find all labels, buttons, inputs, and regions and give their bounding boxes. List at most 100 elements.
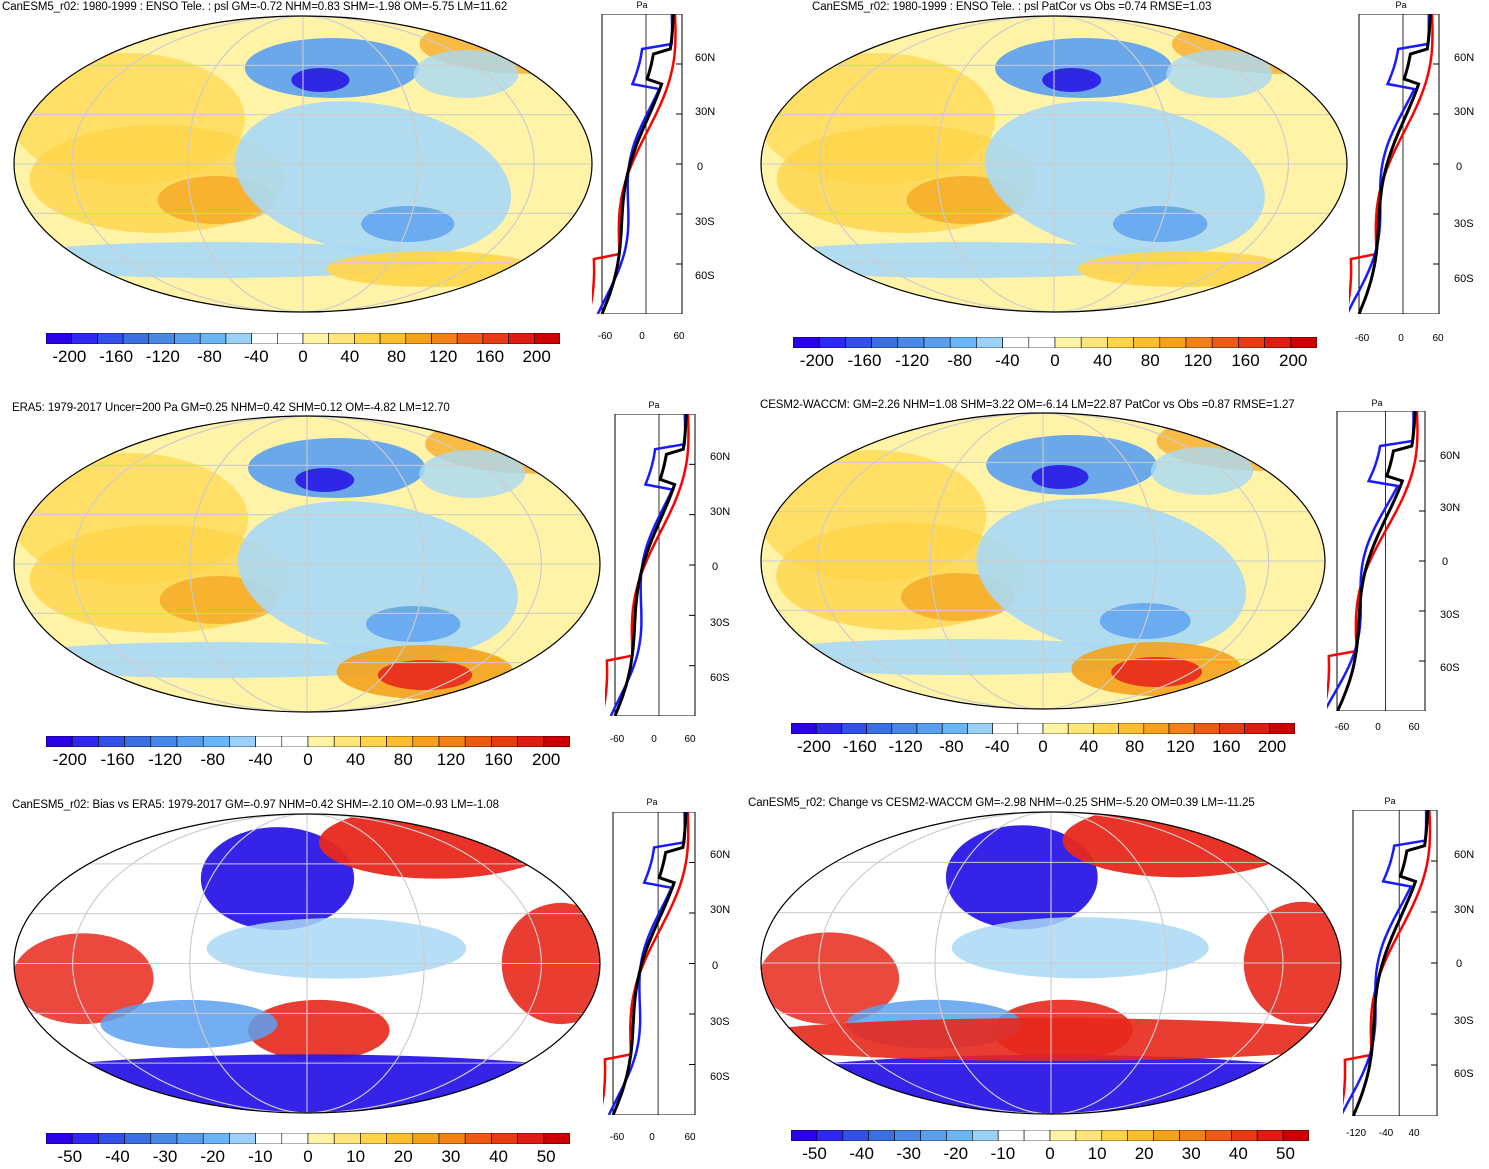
colorbar-swatch [199,333,227,344]
lat-label-30s: 30S [695,216,715,228]
profile-line [1351,810,1430,1116]
colorbar-swatch [46,333,73,344]
colorbar-swatch [1238,337,1265,348]
colorbar: -200 -160 -120 -80 -40 0 40 80 120 160 200 [793,337,1317,377]
colorbar-swatch [916,723,943,734]
colorbar-swatch [328,333,355,344]
graticule-line [936,16,1172,312]
colorbar-swatch [1244,723,1271,734]
colorbar-swatch [949,337,977,348]
colorbar-labels: -200 -160 -120 -80 -40 0 40 80 120 160 200 [793,351,1317,373]
world-map [759,810,1343,1116]
colorbar-swatch [1127,1130,1154,1141]
colorbar-label: -200 [799,351,834,370]
colorbar-swatch [816,1130,844,1141]
colorbar-swatch [46,736,73,747]
anomaly-region [1031,465,1089,489]
profile-frame [1358,14,1440,314]
colorbar-swatch [1080,337,1108,348]
profile-svg [605,414,696,716]
colorbar-label: -40 [248,750,273,769]
colorbar-swatch [148,333,175,344]
zonal-profile [605,414,697,716]
profile-frame [601,14,683,314]
colorbar-swatch [281,736,309,747]
colorbar-swatch [818,337,846,348]
colorbar-swatch [845,337,872,348]
colorbar-label: 0 [298,347,308,366]
anomaly-region [14,242,437,278]
colorbar-swatch [1067,723,1094,734]
colorbar-swatch [176,1133,204,1144]
colorbar-swatch [923,337,951,348]
colorbar-label: 30 [441,1147,461,1166]
unit-label: Pa [1384,796,1396,806]
colorbar-label: -160 [99,347,134,366]
colorbar-labels: -50 -40 -30 -20 -10 0 10 20 30 40 50 [791,1144,1309,1166]
colorbar-swatch [1256,1130,1284,1141]
anomaly-region [206,918,467,979]
colorbar-swatch [1107,337,1134,348]
panel-title: CESM2-WACCM: GM=2.26 NHM=1.08 SHM=3.22 O… [760,399,1295,411]
anomaly-region [14,933,154,1025]
colorbar-swatch [1269,723,1295,734]
profile-frame [1352,810,1438,1116]
colorbar-swatch [1282,1130,1309,1141]
colorbar-swatch [1101,1130,1128,1141]
lat-label-30n: 30N [1454,106,1475,118]
lat-label-60n: 60N [710,451,731,463]
graticule-line [189,814,425,1113]
x-tick: -60 [1354,333,1370,344]
lat-label-30s: 30S [710,1016,730,1028]
colorbar-label: -120 [888,737,923,756]
lat-label-60n: 60N [1454,849,1475,861]
x-tick: -60 [609,1132,625,1143]
colorbar-labels: -200 -160 -120 -80 -40 0 40 80 120 160 200 [46,347,560,369]
profile-svg [1343,810,1438,1116]
colorbar-label: 20 [393,1147,413,1166]
graticule-line [819,16,1289,312]
profile-line [1343,810,1432,1107]
anomaly-region [1150,447,1254,495]
colorbar-label: -20 [943,1144,969,1163]
lat-label-30n: 30N [1440,502,1461,514]
colorbar-swatch [868,1130,895,1141]
colorbar-label: 80 [393,750,413,769]
anomaly-region [1166,50,1273,98]
colorbar-swatch [841,723,867,734]
colorbar-label: -10 [990,1144,1016,1163]
lat-label-eq: 0 [712,960,719,972]
x-tick: -60 [1334,722,1350,733]
lat-label-eq: 0 [697,161,704,173]
colorbar-label: -80 [947,351,973,370]
colorbar-swatch [1205,1130,1232,1141]
anomaly-region [1111,657,1203,687]
colorbar-svg [793,337,1317,348]
colorbar-swatch [456,333,484,344]
anomaly-region [200,827,355,931]
colorbar-swatch [277,333,304,344]
colorbar-label: 0 [303,750,313,769]
colorbar-label: 200 [1278,351,1308,370]
colorbar-label: -160 [100,750,135,769]
colorbar-swatch [1179,1130,1206,1141]
map-svg [13,813,601,1114]
colorbar-label: -30 [152,1147,178,1166]
graticule-line [71,16,535,312]
profile-frame [614,414,696,716]
colorbar-swatch [1075,1130,1103,1141]
profile-line [611,812,688,1115]
colorbar: -50 -40 -30 -20 -10 0 10 20 30 40 50 [46,1133,570,1169]
map-svg [760,15,1348,313]
colorbar-label: -120 [148,750,183,769]
world-map [12,414,602,714]
anomaly-region [247,999,390,1061]
graticule-line [186,16,420,312]
anomaly-region [413,50,519,98]
colorbar-label: -40 [984,737,1010,756]
colorbar-swatch [438,1133,466,1144]
colorbar-label: 160 [1231,351,1260,370]
x-tick: 60 [1432,333,1444,344]
map-border [13,813,601,1114]
colorbar-labels: -200 -160 -120 -80 -40 0 40 80 120 160 200 [791,737,1295,759]
